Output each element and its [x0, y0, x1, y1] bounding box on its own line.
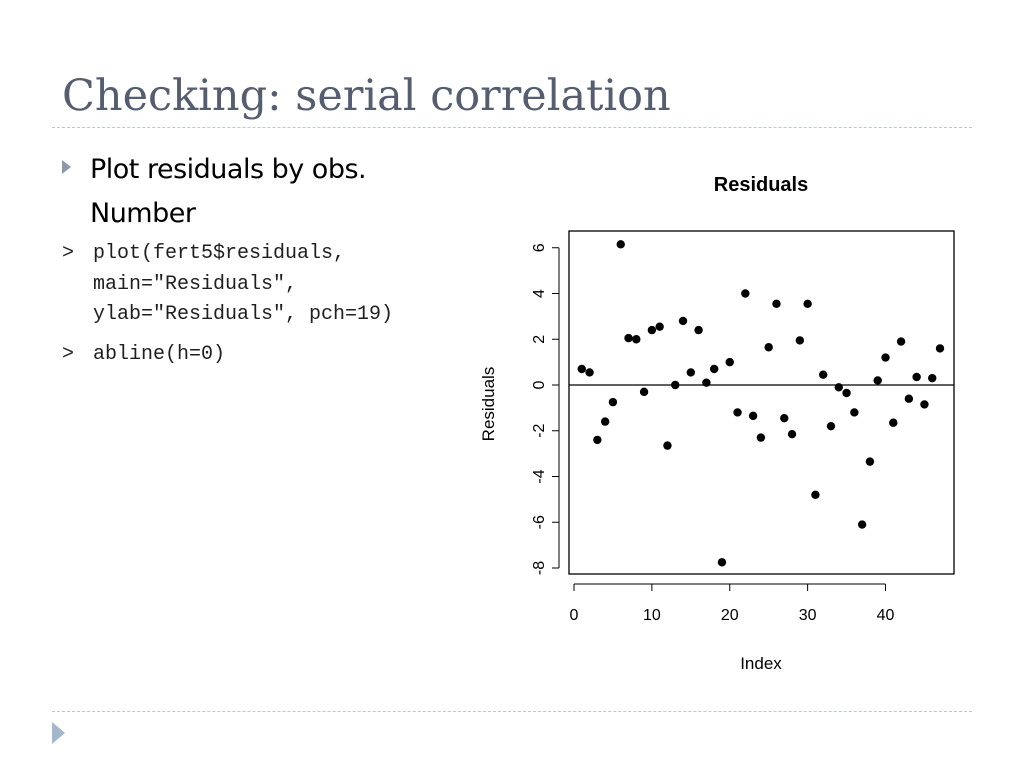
x-tick-label: 40	[877, 607, 895, 624]
data-point	[834, 383, 843, 392]
plot-box	[568, 230, 955, 575]
residuals-scatter-chart: Residuals Index Residuals 0 10 20 30 40-8-6-…	[479, 174, 955, 673]
y-tick-label: -8	[531, 561, 548, 575]
code-prompt: >	[62, 242, 75, 265]
x-axis-label: Index	[740, 654, 782, 673]
data-point	[920, 400, 929, 409]
data-point	[725, 357, 734, 367]
x-tick-label: 10	[643, 607, 661, 624]
data-point	[889, 418, 898, 427]
footer-divider	[52, 711, 972, 712]
data-point	[912, 372, 921, 382]
data-point	[748, 411, 758, 421]
code-block-plot: > plot(fert5$residuals, main="Residuals"…	[62, 239, 482, 331]
data-point	[787, 429, 797, 439]
data-point	[850, 408, 859, 417]
slide-title: Checking: serial correlation	[62, 71, 671, 121]
data-point	[616, 240, 625, 249]
data-point	[896, 337, 906, 346]
data-point	[904, 394, 914, 403]
y-tick-label: 0	[531, 380, 548, 389]
data-point	[928, 373, 937, 383]
code-prompt: >	[62, 343, 75, 366]
title-divider	[52, 127, 972, 128]
next-slide-arrow-icon[interactable]	[52, 722, 65, 744]
data-point	[935, 344, 945, 353]
data-point	[873, 376, 882, 385]
data-point	[756, 433, 766, 442]
data-point	[881, 353, 890, 362]
code-line: plot(fert5$residuals,	[93, 242, 346, 265]
data-point	[733, 408, 742, 417]
chart-title: Residuals	[714, 174, 808, 196]
data-point	[741, 289, 750, 298]
data-point	[647, 325, 657, 335]
data-point	[842, 388, 851, 398]
y-tick-label: -4	[531, 469, 548, 483]
data-point	[694, 325, 703, 335]
data-point	[678, 316, 688, 326]
data-point	[803, 299, 812, 308]
y-tick-label: 4	[531, 289, 548, 298]
data-point	[600, 417, 610, 426]
data-point	[865, 457, 875, 466]
bullet-item: Plot residuals by obs. Number	[62, 148, 452, 236]
bullet-triangle-icon	[62, 160, 71, 174]
data-point	[795, 336, 805, 345]
x-tick-label: 20	[721, 607, 739, 624]
data-point	[819, 370, 828, 379]
data-point	[585, 368, 594, 377]
data-point	[632, 335, 641, 344]
data-point	[655, 322, 664, 331]
data-point	[608, 397, 618, 407]
x-tick-label: 0	[570, 607, 579, 624]
data-point	[709, 364, 719, 374]
data-point	[826, 421, 836, 431]
data-point	[857, 520, 867, 529]
data-point	[577, 364, 586, 374]
data-point	[686, 368, 696, 377]
data-point	[624, 333, 633, 343]
data-point	[780, 413, 789, 423]
data-point	[811, 490, 820, 499]
data-point	[671, 380, 680, 390]
data-point	[717, 558, 727, 567]
data-point	[764, 343, 773, 352]
bullet-text: Plot residuals by obs. Number	[90, 154, 367, 229]
data-point	[639, 387, 649, 397]
y-axis-label: Residuals	[479, 367, 498, 442]
code-line: ylab="Residuals", pch=19)	[93, 303, 394, 326]
x-tick-label: 30	[799, 607, 817, 624]
y-tick-label: 6	[531, 243, 548, 252]
data-point	[593, 435, 602, 445]
y-tick-label: -2	[531, 424, 548, 438]
code-line: main="Residuals",	[93, 272, 298, 296]
code-line: abline(h=0)	[93, 343, 226, 366]
y-tick-label: -6	[531, 515, 548, 529]
code-block-abline: > abline(h=0)	[62, 340, 482, 371]
data-point	[702, 378, 711, 387]
data-point	[772, 299, 781, 308]
y-tick-label: 2	[531, 335, 548, 344]
data-point	[663, 441, 672, 450]
